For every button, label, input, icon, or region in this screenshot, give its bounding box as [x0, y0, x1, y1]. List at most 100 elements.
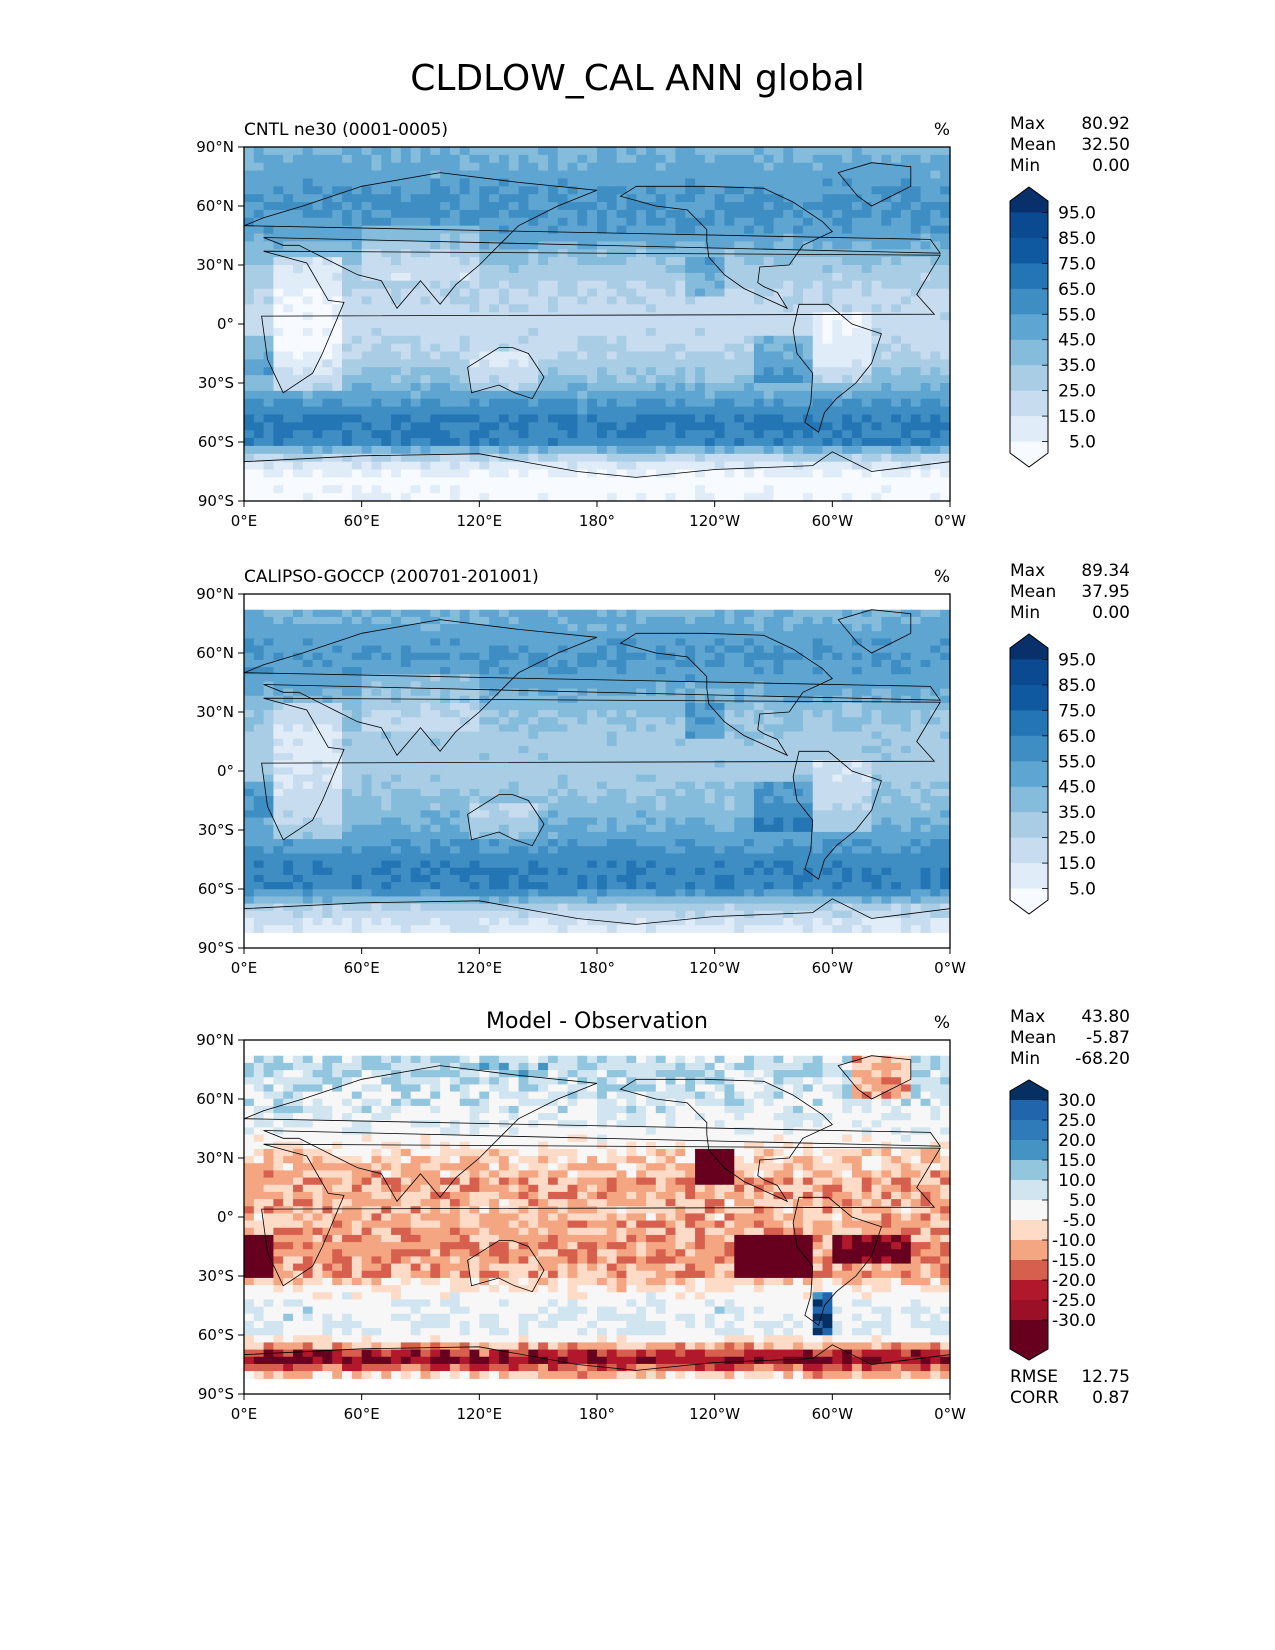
- field-cell: [655, 225, 667, 235]
- field-cell: [920, 414, 931, 423]
- field-cell: [832, 688, 843, 697]
- field-cell: [636, 461, 647, 471]
- field-cell: [440, 461, 451, 471]
- field-cell: [528, 209, 539, 219]
- field-cell: [606, 659, 618, 668]
- field-cell: [381, 695, 392, 704]
- field-cell: [832, 170, 843, 180]
- field-cell: [459, 616, 471, 625]
- field-cell: [410, 217, 422, 227]
- field-cell: [655, 327, 667, 337]
- field-cell: [861, 438, 873, 447]
- field-cell: [547, 367, 559, 376]
- field-cell: [381, 645, 392, 654]
- field-cell: [851, 438, 863, 447]
- y-tick-label: 60°N: [196, 197, 234, 215]
- field-cell: [665, 154, 677, 164]
- field-cell: [724, 162, 735, 172]
- field-cell: [244, 645, 255, 654]
- field-cell: [734, 209, 745, 219]
- field-cell: [606, 272, 618, 282]
- field-cell: [891, 738, 902, 747]
- field-cell: [802, 631, 814, 640]
- field-cell: [322, 265, 333, 274]
- field-cell: [861, 209, 873, 219]
- field-cell: [881, 674, 892, 683]
- field-cell: [871, 320, 882, 329]
- field-cell: [724, 624, 735, 632]
- field-cell: [273, 493, 284, 502]
- field-cell: [861, 406, 873, 416]
- field-cell: [410, 312, 422, 321]
- field-cell: [842, 445, 853, 455]
- field-cell: [293, 477, 304, 486]
- field-cell: [753, 304, 765, 313]
- field-cell: [244, 774, 255, 783]
- field-cell: [606, 383, 618, 392]
- field-cell: [449, 624, 461, 632]
- field-cell: [302, 695, 314, 704]
- field-cell: [851, 645, 863, 654]
- field-cell: [655, 398, 667, 408]
- field-cell: [430, 710, 441, 718]
- field-cell: [763, 645, 775, 654]
- field-cell: [783, 406, 794, 416]
- field-cell: [312, 461, 324, 471]
- field-cell: [773, 422, 784, 431]
- field-cell: [900, 178, 912, 187]
- field-cell: [900, 202, 912, 211]
- field-cell: [597, 304, 608, 313]
- field-cell: [410, 304, 422, 313]
- coastline-path: [467, 347, 545, 400]
- field-cell: [322, 461, 333, 471]
- field-cell: [773, 265, 784, 274]
- field-cell: [675, 265, 686, 274]
- field-cell: [253, 320, 265, 329]
- field-cell: [773, 351, 784, 360]
- field-cell: [675, 257, 686, 266]
- field-cell: [685, 767, 696, 776]
- field-cell: [498, 681, 510, 690]
- field-cell: [646, 659, 657, 668]
- field-cell: [420, 767, 431, 776]
- field-cell: [312, 477, 324, 486]
- field-cell: [469, 288, 480, 298]
- field-cell: [675, 422, 686, 431]
- field-cell: [861, 430, 873, 439]
- field-cell: [547, 280, 559, 290]
- field-cell: [361, 280, 373, 290]
- field-cell: [616, 624, 628, 632]
- field-cell: [675, 390, 686, 400]
- field-cell: [793, 162, 804, 172]
- field-cell: [332, 202, 343, 211]
- field-cell: [498, 170, 510, 180]
- field-cell: [351, 272, 363, 282]
- field-cell: [812, 702, 824, 711]
- field-cell: [420, 438, 431, 447]
- field-cell: [881, 383, 892, 392]
- field-cell: [626, 304, 637, 313]
- field-cell: [332, 702, 343, 711]
- field-cell: [871, 272, 882, 282]
- field-cell: [293, 616, 304, 625]
- field-cell: [832, 616, 843, 625]
- field-cell: [753, 272, 765, 282]
- field-cell: [351, 147, 363, 156]
- field-cell: [332, 257, 343, 266]
- field-cell: [273, 375, 284, 384]
- field-cell: [538, 233, 549, 242]
- field-cell: [293, 493, 304, 502]
- field-cell: [636, 767, 647, 776]
- field-cell: [449, 288, 461, 298]
- field-cell: [920, 667, 931, 675]
- field-cell: [547, 609, 559, 618]
- field-cell: [802, 265, 814, 274]
- field-cell: [851, 202, 863, 211]
- field-cell: [430, 406, 441, 416]
- field-cell: [734, 335, 745, 345]
- field-cell: [695, 493, 706, 502]
- field-cell: [891, 296, 902, 305]
- field-cell: [342, 638, 353, 647]
- field-cell: [449, 445, 461, 455]
- field-cell: [469, 272, 480, 282]
